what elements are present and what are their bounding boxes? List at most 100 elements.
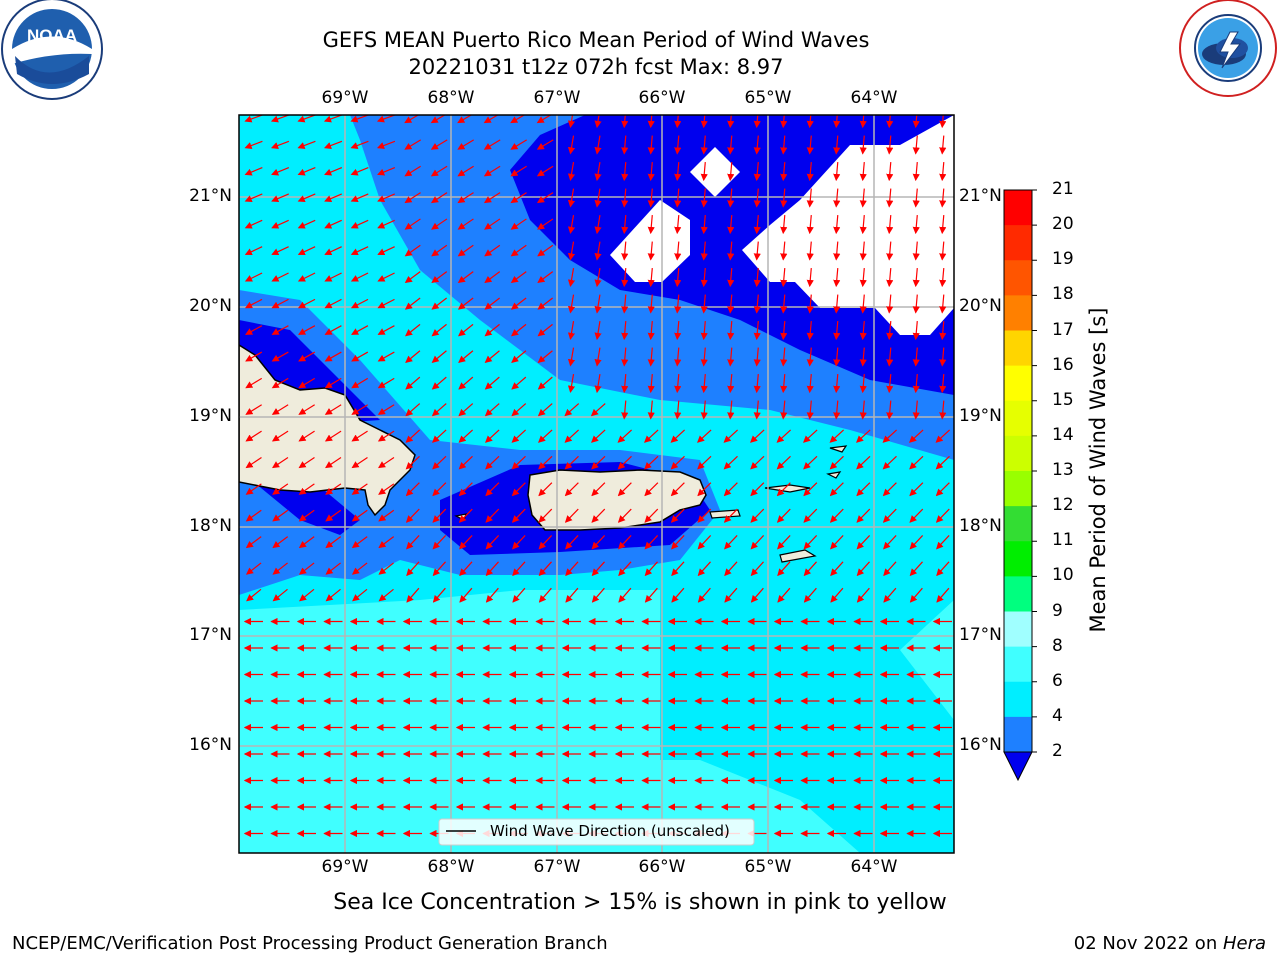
lat-label-right: 18°N — [959, 516, 1002, 536]
wave-arrow — [935, 508, 950, 523]
wave-arrow — [912, 347, 920, 367]
wave-arrow — [594, 115, 602, 129]
wave-arrow — [245, 430, 262, 442]
wave-arrow — [324, 167, 343, 176]
wave-arrow — [882, 482, 897, 497]
wave-arrow — [803, 508, 818, 523]
lon-label-top: 65°W — [744, 88, 792, 108]
wave-arrow — [565, 535, 579, 550]
wave-arrow — [776, 429, 792, 443]
wave-arrow — [567, 347, 576, 367]
wave-arrow — [405, 403, 421, 417]
wave-arrow — [485, 587, 499, 603]
wave-arrow — [886, 214, 894, 235]
wave-arrow — [511, 350, 527, 363]
wave-arrow — [594, 321, 602, 341]
wave-arrow — [647, 347, 655, 367]
wave-arrow — [803, 429, 818, 443]
wave-arrow — [377, 404, 395, 415]
wave-arrow — [724, 587, 738, 603]
wave-arrow — [512, 535, 526, 550]
wave-arrow — [591, 587, 605, 603]
wave-arrow — [457, 165, 474, 177]
wave-arrow — [621, 241, 629, 261]
colorbar-tick-label: 19 — [1052, 249, 1074, 270]
colorbar-segment — [1004, 611, 1032, 648]
wave-arrow — [700, 135, 708, 155]
wave-arrow — [617, 508, 632, 523]
map-plot-area — [239, 115, 954, 853]
wave-arrow — [883, 561, 897, 577]
wave-arrow — [803, 455, 818, 470]
wave-arrow — [271, 298, 289, 309]
wave-arrow — [271, 351, 289, 362]
wave-arrow — [727, 347, 735, 367]
wave-arrow — [484, 271, 501, 284]
wave-arrow — [325, 562, 341, 575]
wave-arrow — [405, 429, 421, 443]
wave-arrow — [912, 320, 920, 341]
footer-branch: NCEP/EMC/Verification Post Processing Pr… — [12, 933, 608, 954]
wave-arrow — [644, 535, 659, 550]
wave-arrow — [886, 347, 894, 367]
wave-arrow — [378, 456, 395, 469]
wave-arrow — [700, 347, 708, 367]
wave-arrow — [780, 115, 788, 129]
wave-arrow — [324, 246, 342, 256]
wave-arrow — [567, 188, 576, 208]
wave-arrow — [538, 508, 553, 523]
wave-arrow — [537, 403, 553, 417]
wave-arrow — [753, 400, 761, 420]
wave-arrow — [485, 429, 500, 443]
wave-arrow — [674, 115, 682, 129]
wave-arrow — [803, 587, 817, 603]
colorbar-tick-label: 16 — [1052, 354, 1074, 375]
wave-arrow — [458, 429, 474, 443]
wave-arrow — [621, 161, 629, 182]
wave-arrow — [859, 214, 867, 235]
wave-arrow — [297, 219, 316, 229]
lat-label-left: 20°N — [189, 296, 232, 316]
map-subtitle: 20221031 t12z 072h fcst Max: 8.97 — [408, 55, 784, 79]
wave-arrow — [780, 320, 788, 341]
wave-arrow — [939, 115, 947, 129]
wave-arrow — [512, 587, 526, 603]
wave-arrow — [618, 535, 632, 550]
wave-arrow — [644, 482, 659, 497]
wave-arrow — [325, 509, 342, 522]
wave-arrow — [244, 140, 263, 149]
lat-label-right: 16°N — [959, 735, 1002, 755]
wave-arrow — [538, 561, 552, 577]
colorbar-segment — [1004, 330, 1032, 367]
wave-arrow — [431, 271, 448, 284]
wave-arrow — [647, 267, 655, 288]
wave-arrow — [700, 267, 708, 288]
footer-date: 02 Nov 2022 on Hera — [1074, 933, 1266, 954]
colorbar — [1003, 189, 1037, 782]
lon-label-top: 68°W — [427, 88, 475, 108]
colorbar-segment — [1004, 646, 1032, 683]
wave-arrow — [833, 320, 841, 341]
wave-arrow — [939, 135, 947, 155]
wave-arrow — [484, 376, 500, 390]
wave-arrow — [324, 430, 342, 442]
colorbar-tick-label: 4 — [1052, 705, 1063, 726]
wave-arrow — [431, 244, 448, 257]
colorbar-tick-label: 12 — [1052, 495, 1074, 516]
colorbar-tick-label: 14 — [1052, 424, 1074, 445]
wave-arrow — [536, 139, 554, 150]
colorbar-label: Mean Period of Wind Waves [s] — [1086, 307, 1110, 633]
wave-arrow — [647, 214, 655, 235]
land-vieques — [709, 509, 741, 519]
wave-arrow — [753, 267, 761, 288]
wave-arrow — [936, 535, 950, 550]
wave-arrow — [939, 188, 947, 208]
wave-arrow — [538, 455, 553, 470]
wave-arrow — [780, 294, 788, 314]
lon-label-bottom: 66°W — [638, 857, 686, 877]
wave-arrow — [727, 400, 735, 420]
wave-arrow — [723, 429, 739, 443]
wave-arrow — [483, 192, 501, 204]
wave-arrow — [780, 188, 788, 208]
wave-arrow — [829, 455, 844, 470]
